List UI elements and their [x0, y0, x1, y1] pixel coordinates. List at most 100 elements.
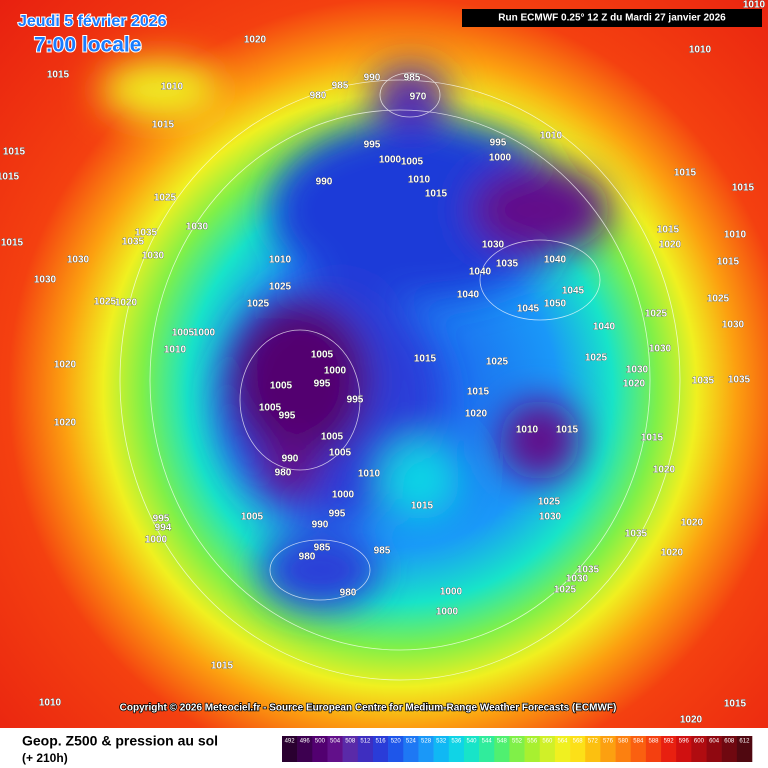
scale-swatch: [282, 736, 298, 762]
isobar-label: 1005: [241, 512, 264, 523]
isobar-label: 1015: [0, 172, 20, 183]
scale-label: 548: [497, 739, 508, 745]
isobar-label: 1020: [54, 418, 77, 429]
isobar-label: 1020: [244, 35, 267, 46]
forecast-time: 7:00 locale: [34, 34, 141, 57]
scale-label: 604: [709, 739, 720, 745]
isobar-label: 1000: [440, 587, 463, 598]
scale-label: 520: [391, 739, 402, 745]
isobar-label: 970: [410, 92, 427, 103]
scale-label: 584: [633, 739, 644, 745]
isobar-label: 980: [275, 468, 292, 479]
isobar-label: 1010: [39, 698, 62, 709]
isobar-label: 995: [364, 140, 381, 151]
isobar-label: 1045: [517, 304, 540, 315]
isobar-label: 1010: [164, 345, 187, 356]
isobar-label: 995: [329, 509, 346, 520]
scale-label: 500: [315, 739, 326, 745]
scale-label: 536: [451, 739, 462, 745]
isobar-label: 1005: [259, 403, 282, 414]
scale-swatch: [691, 736, 707, 762]
isobar-label: 1010: [540, 131, 563, 142]
forecast-date: Jeudi 5 février 2026: [18, 13, 167, 30]
scale-swatch: [372, 736, 389, 762]
scale-label: 492: [285, 739, 296, 745]
isobar-label: 1015: [411, 501, 434, 512]
isobar-label: 1035: [625, 529, 648, 540]
isobar-label: 1000: [379, 155, 402, 166]
isobar-label: 1015: [211, 661, 234, 672]
isobar-label: 1025: [486, 357, 509, 368]
isobar-label: 1015: [641, 433, 664, 444]
isobar-label: 1025: [707, 294, 730, 305]
isobar-label: 1030: [539, 512, 562, 523]
isobar-label: 1010: [269, 255, 292, 266]
isobar-label: 1020: [680, 715, 703, 726]
isobar-label: 1005: [311, 350, 334, 361]
isobar-label: 1040: [457, 290, 480, 301]
isobar-label: 1010: [689, 45, 712, 56]
isobar-label: 1010: [408, 175, 431, 186]
scale-swatch: [327, 736, 343, 762]
isobar-label: 985: [374, 546, 391, 557]
copyright: Copyright © 2026 Meteociel.fr - Source E…: [120, 703, 617, 714]
isobar-label: 1020: [661, 548, 684, 559]
isobar-label: 1000: [193, 328, 216, 339]
isobar-labels: 1020101510101015101510151025103010351035…: [0, 0, 766, 726]
isobar-label: 1050: [544, 299, 567, 310]
isobar-label: 1020: [659, 240, 682, 251]
isobar-label: 1035: [496, 259, 519, 270]
isobar-label: 1030: [482, 240, 505, 251]
scale-swatch: [570, 736, 586, 762]
isobar-label: 995: [153, 514, 170, 525]
isobar-label: 1035: [728, 375, 751, 386]
isobar-label: 1030: [142, 251, 165, 262]
isobar-label: 1005: [172, 328, 195, 339]
isobar-label: 1000: [332, 490, 355, 501]
scale-swatch: [403, 736, 419, 762]
isobar-label: 1030: [649, 344, 672, 355]
scale-label: 588: [648, 739, 659, 745]
scale-label: 568: [573, 739, 584, 745]
isobar-label: 995: [314, 379, 331, 390]
isobar-label: 1035: [135, 228, 158, 239]
scale-swatch: [539, 736, 556, 762]
isobar-label: 980: [299, 552, 316, 563]
isobar-label: 1020: [54, 360, 77, 371]
isobar-label: 1015: [414, 354, 437, 365]
isobar-label: 1005: [321, 432, 344, 443]
scale-swatch: [494, 736, 510, 762]
isobar-label: 1035: [122, 237, 145, 248]
lead-time: (+ 210h): [22, 751, 68, 765]
scale-swatch: [342, 736, 359, 762]
isobar-label: 1015: [657, 225, 680, 236]
scale-label: 576: [603, 739, 614, 745]
scale-label: 532: [436, 739, 447, 745]
isobar-label: 1015: [467, 387, 490, 398]
isobar-label: 1005: [401, 157, 424, 168]
scale-swatch: [463, 736, 480, 762]
isobar-label: 1040: [544, 255, 567, 266]
isobar-label: 1020: [115, 298, 138, 309]
isobar-label: 1015: [3, 147, 26, 158]
scale-swatch: [418, 736, 434, 762]
scale-swatch: [297, 736, 313, 762]
isobar-label: 1010: [161, 82, 184, 93]
scale-label: 572: [588, 739, 599, 745]
scale-swatch: [645, 736, 662, 762]
scale-label: 608: [724, 739, 735, 745]
isobar-label: 1025: [269, 282, 292, 293]
scale-swatch: [509, 736, 525, 762]
isobar-label: 985: [314, 543, 331, 554]
isobar-label: 980: [340, 588, 357, 599]
scale-label: 516: [376, 739, 387, 745]
isobar-label: 1020: [653, 465, 676, 476]
scale-label: 580: [618, 739, 629, 745]
scale-swatch: [312, 736, 328, 762]
scale-swatch: [706, 736, 722, 762]
isobar-label: 1040: [469, 267, 492, 278]
isobar-label: 1000: [145, 535, 168, 546]
scale-swatch: [479, 736, 495, 762]
run-box: [462, 9, 762, 27]
scale-label: 556: [527, 739, 538, 745]
